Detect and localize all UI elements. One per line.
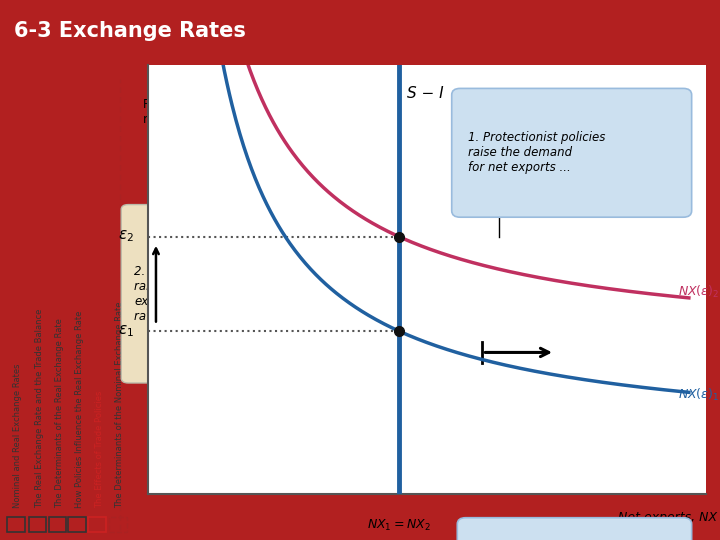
Text: $NX(\epsilon)_2$: $NX(\epsilon)_2$ [678,284,719,300]
FancyBboxPatch shape [457,518,692,540]
Text: The Real Exchange Rate and the Trade Balance: The Real Exchange Rate and the Trade Bal… [35,309,44,508]
Text: The Determinants of the Real Exchange Rate: The Determinants of the Real Exchange Ra… [55,319,63,508]
Text: 2. … and
raise the
exchange
rate ...: 2. … and raise the exchange rate ... [134,265,192,323]
Text: S − I: S − I [407,86,444,102]
Text: 1. Protectionist policies
raise the demand
for net exports ...: 1. Protectionist policies raise the dema… [469,131,606,174]
Text: $\epsilon_2$: $\epsilon_2$ [118,228,134,245]
Text: $\epsilon_1$: $\epsilon_1$ [117,323,134,339]
FancyBboxPatch shape [451,89,692,217]
Text: Real exchange
rate, ε: Real exchange rate, ε [143,98,229,126]
Bar [68,517,86,531]
Text: Nominal and Real Exchange Rates: Nominal and Real Exchange Rates [14,364,22,508]
Bar [109,517,127,531]
Bar [29,517,46,531]
Text: Net exports, NX: Net exports, NX [618,511,717,524]
Bar [48,517,66,531]
FancyBboxPatch shape [121,205,260,383]
Text: The Determinants of the Nominal Exchange Rate: The Determinants of the Nominal Exchange… [115,302,125,508]
Text: $NX(\epsilon)_1$: $NX(\epsilon)_1$ [678,387,719,403]
Text: $NX_1 = NX_2$: $NX_1 = NX_2$ [367,518,431,533]
Text: How Policies Influence the Real Exchange Rate: How Policies Influence the Real Exchange… [75,311,84,508]
Bar [7,517,25,531]
Text: 6-3 Exchange Rates: 6-3 Exchange Rates [14,21,246,41]
Text: The Effects of Trade Policies: The Effects of Trade Policies [94,391,104,508]
Bar [89,517,107,531]
